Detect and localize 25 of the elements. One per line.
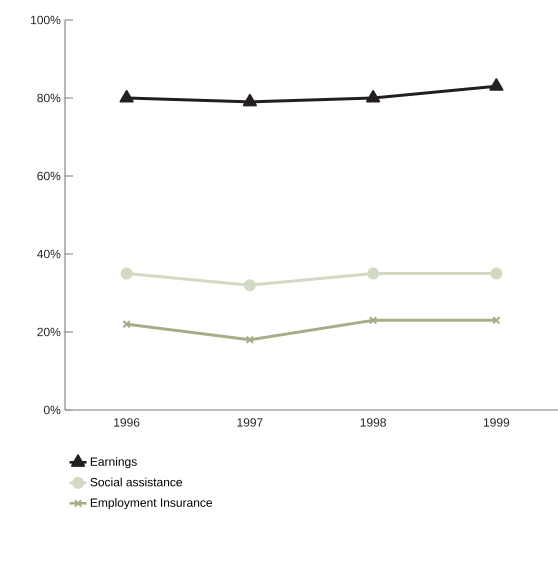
y-tick-label: 80% (37, 94, 60, 102)
point (120, 267, 133, 280)
point (246, 336, 254, 344)
legend-label: Earnings (90, 457, 137, 468)
point (368, 316, 378, 324)
y-tick-label: 40% (37, 250, 60, 258)
point (366, 90, 380, 102)
point (367, 267, 380, 280)
x-tick-label: 1997 (237, 418, 263, 427)
legend-label: Employment Insurance (90, 498, 212, 510)
y-tick-label: 60% (37, 172, 60, 180)
point (492, 316, 501, 324)
y-tick-label: 0% (44, 406, 60, 414)
point (490, 267, 502, 280)
y-tick-label: 20% (37, 328, 60, 336)
x-tick-label: 1998 (360, 418, 386, 427)
point (122, 320, 131, 328)
point (120, 90, 134, 102)
x-tick-label: 1999 (484, 418, 510, 427)
y-tick-label: 100% (31, 16, 60, 24)
point (242, 94, 257, 106)
x-tick-label: 1996 (114, 418, 140, 427)
legend-label: Social assistance (90, 478, 182, 486)
point (244, 279, 256, 292)
point (489, 78, 504, 91)
